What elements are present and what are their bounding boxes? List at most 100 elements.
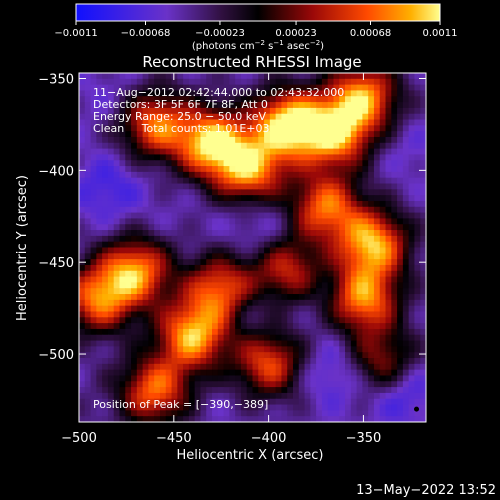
heatmap-cell <box>206 189 213 196</box>
heatmap-cell <box>79 84 86 92</box>
heatmap-cell <box>246 206 254 214</box>
heatmap-cell <box>136 148 144 156</box>
heatmap-cell <box>183 160 190 167</box>
heatmap-cell <box>125 381 132 388</box>
heatmap-cell <box>252 119 259 126</box>
heatmap-cell <box>142 416 149 422</box>
heatmap-cell <box>148 317 155 324</box>
heatmap-cell <box>287 328 294 336</box>
heatmap-cell <box>200 154 207 161</box>
heatmap-cell <box>188 224 196 231</box>
heatmap-cell <box>113 171 121 179</box>
heatmap-cell <box>84 107 92 115</box>
heatmap-cell <box>275 177 283 185</box>
heatmap-cell <box>310 253 317 260</box>
heatmap-cell <box>362 212 369 220</box>
heatmap-cell <box>258 387 265 394</box>
heatmap-cell <box>125 195 132 202</box>
heatmap-cell <box>321 131 329 138</box>
heatmap-cell <box>345 142 352 150</box>
heatmap-cell <box>269 200 277 208</box>
heatmap-cell <box>275 212 283 220</box>
heatmap-cell <box>298 189 306 196</box>
heatmap-cell <box>142 142 149 150</box>
heatmap-cell <box>223 171 230 179</box>
heatmap-cell <box>391 363 398 371</box>
heatmap-cell <box>368 369 375 377</box>
heatmap-cell <box>379 136 387 144</box>
heatmap-cell <box>321 363 329 371</box>
heatmap-cell <box>408 218 416 225</box>
heatmap-cell <box>327 131 335 138</box>
heatmap-cell <box>264 352 271 359</box>
heatmap-cell <box>385 340 392 347</box>
heatmap-cell <box>165 218 173 225</box>
heatmap-cell <box>327 369 335 377</box>
heatmap-cell <box>414 363 421 371</box>
heatmap-cell <box>142 160 149 167</box>
heatmap-cell <box>171 247 178 254</box>
heatmap-cell <box>345 317 352 324</box>
heatmap-cell <box>345 264 352 272</box>
heatmap-cell <box>264 259 271 266</box>
heatmap-cell <box>206 264 213 272</box>
heatmap-cell <box>188 363 196 371</box>
heatmap-cell <box>287 166 294 173</box>
heatmap-cell <box>373 166 381 173</box>
heatmap-cell <box>414 183 421 190</box>
heatmap-cell <box>212 131 219 138</box>
heatmap-cell <box>408 369 416 377</box>
heatmap-cell <box>333 142 340 150</box>
heatmap-cell <box>252 334 259 342</box>
heatmap-cell <box>200 230 207 237</box>
heatmap-cell <box>223 381 230 388</box>
heatmap-cell <box>165 84 173 92</box>
heatmap-cell <box>414 166 421 173</box>
heatmap-cell <box>200 212 207 220</box>
heatmap-cell <box>90 73 97 80</box>
heatmap-cell <box>96 160 103 167</box>
heatmap-cell <box>206 276 213 283</box>
heatmap-cell <box>269 387 277 394</box>
heatmap-cell <box>113 241 121 249</box>
heatmap-cell <box>408 84 416 92</box>
heatmap-cell <box>125 96 132 103</box>
heatmap-cell <box>339 131 346 138</box>
heatmap-cell <box>350 398 358 406</box>
heatmap-cell <box>379 212 387 220</box>
heatmap-cell <box>96 299 103 307</box>
heatmap-cell <box>333 416 340 422</box>
heatmap-cell <box>269 259 277 266</box>
heatmap-cell <box>194 183 202 190</box>
heatmap-cell <box>414 160 421 167</box>
heatmap-cell <box>223 177 230 185</box>
heatmap-cell <box>90 276 97 283</box>
heatmap-cell <box>287 317 294 324</box>
heatmap-cell <box>368 334 375 342</box>
heatmap-cell <box>165 381 173 388</box>
heatmap-cell <box>223 189 230 196</box>
heatmap-cell <box>177 270 184 278</box>
heatmap-cell <box>188 288 196 295</box>
heatmap-cell <box>235 148 242 156</box>
heatmap-cell <box>310 154 317 161</box>
heatmap-cell <box>96 270 103 278</box>
heatmap-cell <box>287 235 294 243</box>
heatmap-cell <box>373 323 381 330</box>
heatmap-cell <box>316 363 323 371</box>
heatmap-cell <box>321 241 329 249</box>
heatmap-cell <box>154 235 161 243</box>
heatmap-cell <box>281 224 288 231</box>
heatmap-cell <box>287 212 294 220</box>
heatmap-cell <box>107 148 115 156</box>
heatmap-cell <box>107 398 115 406</box>
heatmap-cell <box>96 73 103 80</box>
heatmap-cell <box>102 404 109 411</box>
heatmap-cell <box>229 328 236 336</box>
heatmap-cell <box>79 404 86 411</box>
heatmap-cell <box>391 148 398 156</box>
heatmap-cell <box>345 352 352 359</box>
heatmap-cell <box>402 410 410 417</box>
heatmap-cell <box>131 358 138 365</box>
heatmap-cell <box>102 294 109 301</box>
